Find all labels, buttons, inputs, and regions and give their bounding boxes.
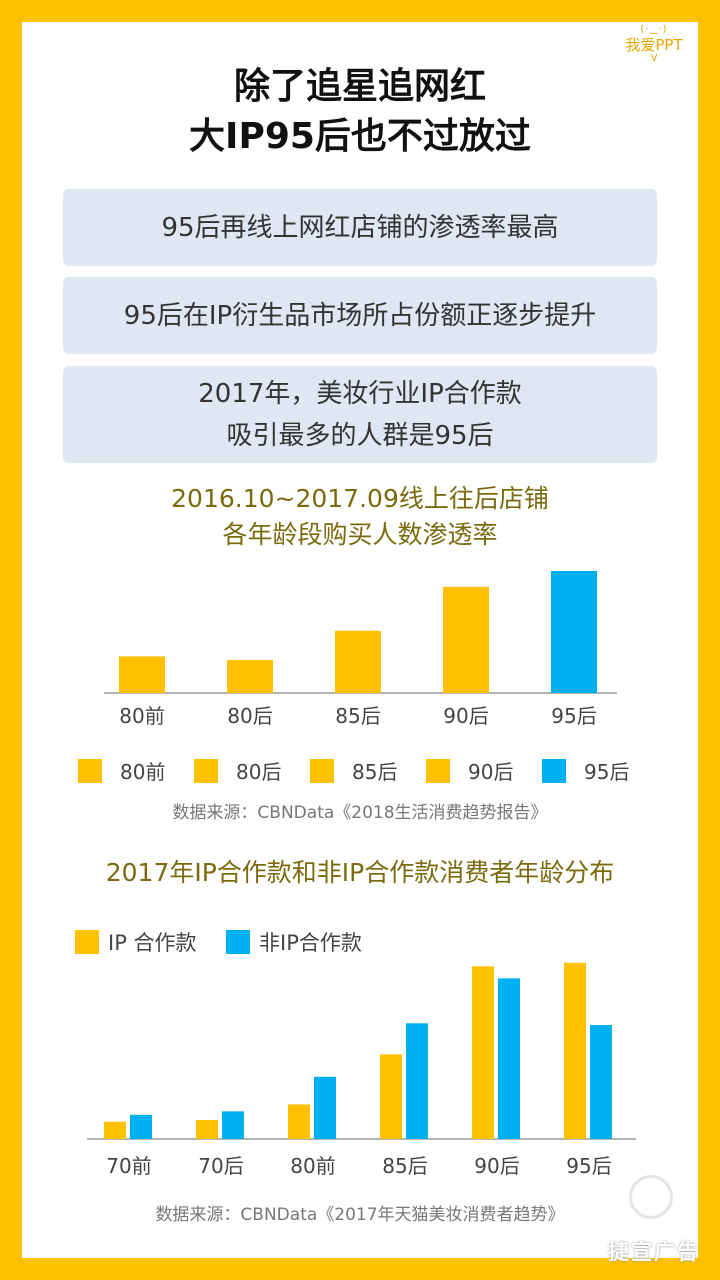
chart2-bar-non-ip-6: [590, 1025, 612, 1139]
chart2-bar-ip-5: [472, 966, 494, 1139]
point-2-text: 95后在IP衍生品市场所占份额正逐步提升: [123, 300, 597, 331]
chart2-x-tick-label: 90后: [474, 1154, 519, 1178]
chart1-x-tick-label: 95后: [551, 704, 596, 728]
brand-logo: (·‿·) 我爱PPT V: [610, 24, 698, 64]
chart2-bar-non-ip-3: [314, 1076, 336, 1139]
chart1-bar-5: [551, 571, 597, 693]
chart2-legend-swatch: [226, 930, 250, 954]
chart2-x-tick-label: 70后: [198, 1154, 243, 1178]
logo-mark: V: [650, 53, 658, 64]
point-3-line-1: 2017年，美妆行业IP合作款: [198, 378, 522, 409]
chart2-x-tick-label: 70前: [106, 1154, 151, 1178]
chart1-legend-label: 80后: [236, 760, 281, 784]
point-box-3: 2017年，美妆行业IP合作款 吸引最多的人群是95后: [63, 366, 657, 463]
point-1-text: 95后再线上网红店铺的渗透率最高: [161, 212, 559, 243]
chart2-x-tick-label: 85后: [382, 1154, 427, 1178]
chart2-bar-non-ip-1: [130, 1114, 152, 1139]
chart1-legend-label: 80前: [120, 760, 165, 784]
chart1-legend-swatch: [78, 759, 102, 783]
chart2-legend-label: 非IP合作款: [259, 931, 362, 955]
chart1-bar-4: [443, 586, 489, 693]
logo-face: (·‿·): [640, 24, 668, 35]
watermark-logo-icon: [629, 1175, 673, 1219]
chart1-title-line-2: 各年龄段购买人数渗透率: [222, 520, 498, 549]
logo-text: 我爱PPT: [625, 36, 683, 54]
chart2-bar-ip-6: [564, 962, 586, 1139]
chart2-bar-non-ip-2: [222, 1111, 244, 1139]
chart1-bar-1: [119, 656, 165, 693]
chart2-x-tick-label: 95后: [566, 1154, 611, 1178]
title-line-1: 除了追星追网红: [233, 66, 486, 107]
chart2-bar-non-ip-4: [406, 1023, 428, 1139]
chart1-x-tick-label: 80后: [227, 704, 272, 728]
chart1-legend-swatch: [194, 759, 218, 783]
chart2-legend-label: IP 合作款: [108, 931, 197, 955]
chart1-bar-2: [227, 660, 273, 693]
chart2-legend-swatch: [75, 930, 99, 954]
chart1-legend-label: 95后: [584, 760, 629, 784]
chart1-legend-swatch: [310, 759, 334, 783]
chart1-x-tick-label: 80前: [119, 704, 164, 728]
chart1-bar-3: [335, 630, 381, 693]
chart1-legend-label: 90后: [468, 760, 513, 784]
chart1-legend-label: 85后: [352, 760, 397, 784]
chart1-x-tick-label: 85后: [335, 704, 380, 728]
watermark-text: 捷宣广告: [608, 1240, 700, 1264]
chart1-legend-swatch: [542, 759, 566, 783]
title-line-2: 大IP95后也不过放过: [189, 116, 531, 157]
chart2-title: 2017年IP合作款和非IP合作款消费者年龄分布: [105, 858, 615, 887]
chart2-bar-ip-2: [196, 1120, 218, 1139]
chart2-x-tick-label: 80前: [290, 1154, 335, 1178]
point-box-2: 95后在IP衍生品市场所占份额正逐步提升: [63, 277, 657, 354]
chart1-x-tick-label: 90后: [443, 704, 488, 728]
point-3-line-2: 吸引最多的人群是95后: [226, 420, 494, 451]
chart1-title-line-1: 2016.10~2017.09线上往后店铺: [171, 484, 549, 513]
chart2-source: 数据来源：CBNData《2017年天猫美妆消费者趋势》: [155, 1205, 565, 1225]
chart1-legend-swatch: [426, 759, 450, 783]
chart1-source: 数据来源：CBNData《2018生活消费趋势报告》: [172, 803, 548, 823]
chart2-bar-ip-1: [104, 1121, 126, 1139]
chart2-bar-ip-3: [288, 1104, 310, 1139]
chart2-bar-non-ip-5: [498, 978, 520, 1139]
point-box-1: 95后再线上网红店铺的渗透率最高: [63, 189, 657, 266]
chart2-bar-ip-4: [380, 1054, 402, 1139]
